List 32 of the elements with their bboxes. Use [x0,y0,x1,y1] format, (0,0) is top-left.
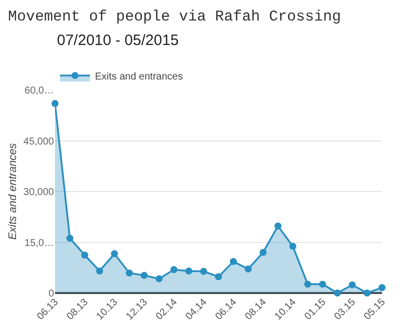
point [170,266,178,274]
point [334,290,341,296]
point [200,268,208,275]
point [319,280,326,288]
y-tick-label: 0 [48,288,54,300]
point [66,234,74,242]
point [156,275,163,282]
y-tick-label: 45,000 [23,136,54,148]
point [215,273,222,280]
point [110,250,118,258]
point [230,258,237,266]
point [81,252,88,259]
chart-title: Movement of people via Rafah Crossing [8,8,342,26]
point [378,284,386,292]
point [96,268,104,275]
point [52,100,58,108]
point [274,222,282,230]
y-tick-label: 30,000 [23,187,54,198]
legend-label: Exits and entrances [95,71,183,82]
point [244,265,252,272]
y-tick-label: 15,0… [24,238,54,249]
point [289,242,296,250]
point [260,248,267,256]
point [185,268,192,275]
y-axis-title: Exits and entrances [7,142,20,240]
y-tick-label: 60,0… [24,86,54,96]
point [304,280,312,288]
chart-subtitle: 07/2010 - 05/2015 [57,32,179,49]
point [364,290,371,296]
point [126,270,133,277]
point [140,272,148,279]
point [348,281,356,288]
